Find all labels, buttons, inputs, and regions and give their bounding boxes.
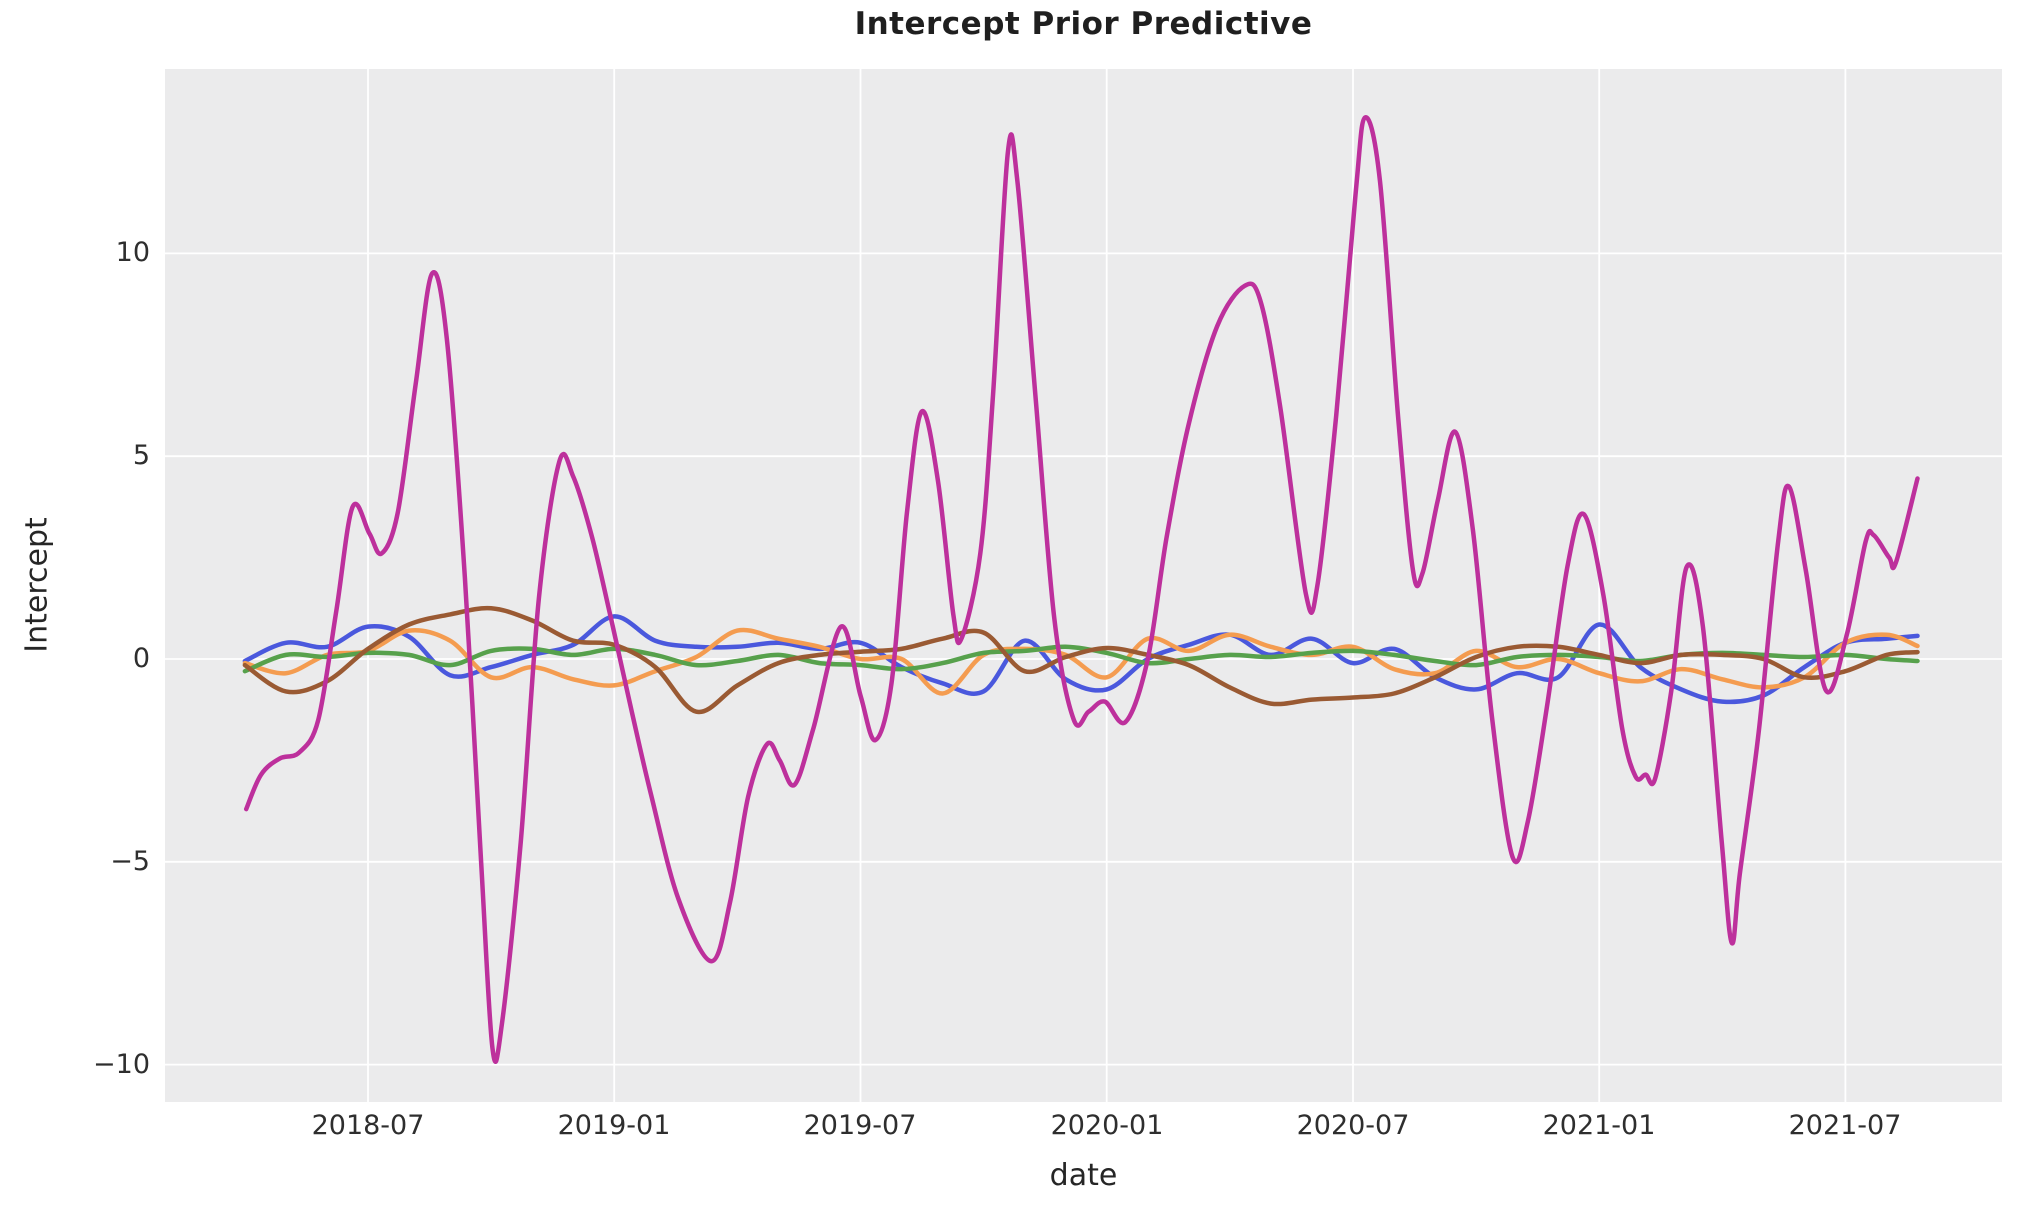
x-tick-label: 2020-07	[1296, 1110, 1410, 1141]
x-axis-label: date	[1049, 1158, 1118, 1193]
x-tick-label: 2020-01	[1050, 1110, 1164, 1141]
series-line-draw_orange	[242, 627, 1920, 696]
x-tick-label: 2021-07	[1788, 1110, 1902, 1141]
y-tick-label: 5	[132, 440, 150, 471]
plot-area	[165, 69, 2002, 1102]
x-tick-label: 2019-01	[557, 1110, 671, 1141]
y-tick-label: 10	[115, 237, 150, 268]
y-tick-label: −10	[93, 1049, 150, 1080]
y-tick-label: 0	[132, 643, 150, 674]
series-line-draw_magenta	[243, 115, 1920, 1064]
y-tick-label: −5	[110, 846, 150, 877]
x-tick-label: 2019-07	[803, 1110, 917, 1141]
x-tick-label: 2021-01	[1542, 1110, 1656, 1141]
series-line-draw_brown	[242, 605, 1920, 715]
plot-canvas	[165, 69, 2002, 1102]
x-tick-label: 2018-07	[311, 1110, 425, 1141]
chart-title: Intercept Prior Predictive	[854, 6, 1313, 42]
y-axis-label: Intercept	[19, 517, 55, 653]
